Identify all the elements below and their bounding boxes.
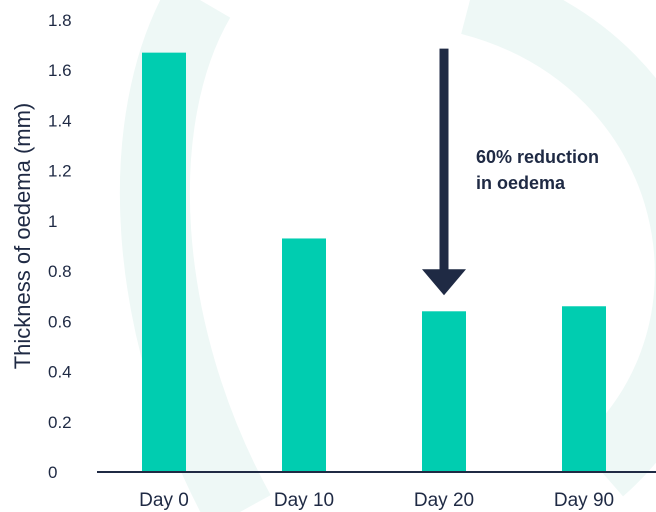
x-tick-label: Day 20 — [414, 490, 474, 511]
x-axis-labels: Day 0 Day 10 Day 20 Day 90 — [139, 490, 614, 511]
x-tick-label: Day 0 — [139, 490, 189, 511]
bar — [562, 306, 606, 472]
background-arc-right — [460, 0, 656, 497]
y-tick-label: 0.2 — [48, 413, 72, 432]
annotation-line-2: in oedema — [476, 173, 566, 193]
y-tick-label: 0.6 — [48, 312, 72, 331]
y-tick-label: 1 — [48, 212, 57, 231]
x-tick-label: Day 90 — [554, 490, 614, 511]
arrow-head — [422, 269, 466, 296]
y-tick-label: 1.6 — [48, 61, 72, 80]
x-tick-label: Day 10 — [274, 490, 334, 511]
bars — [142, 52, 606, 473]
y-tick-label: 1.2 — [48, 162, 72, 181]
y-axis-title: Thickness of oedema (mm) — [10, 103, 35, 370]
annotation-line-1: 60% reduction — [476, 147, 599, 167]
bar — [142, 52, 186, 473]
y-axis-ticks: 0 0.2 0.4 0.6 0.8 1 1.2 1.4 1.6 1.8 — [48, 11, 72, 482]
y-tick-label: 0.4 — [48, 363, 72, 382]
bar — [422, 311, 466, 472]
bar — [282, 238, 326, 472]
y-tick-label: 1.4 — [48, 111, 72, 130]
y-tick-label: 1.8 — [48, 11, 72, 30]
y-tick-label: 0 — [48, 463, 57, 482]
y-tick-label: 0.8 — [48, 262, 72, 281]
annotation: 60% reduction in oedema — [422, 48, 599, 296]
